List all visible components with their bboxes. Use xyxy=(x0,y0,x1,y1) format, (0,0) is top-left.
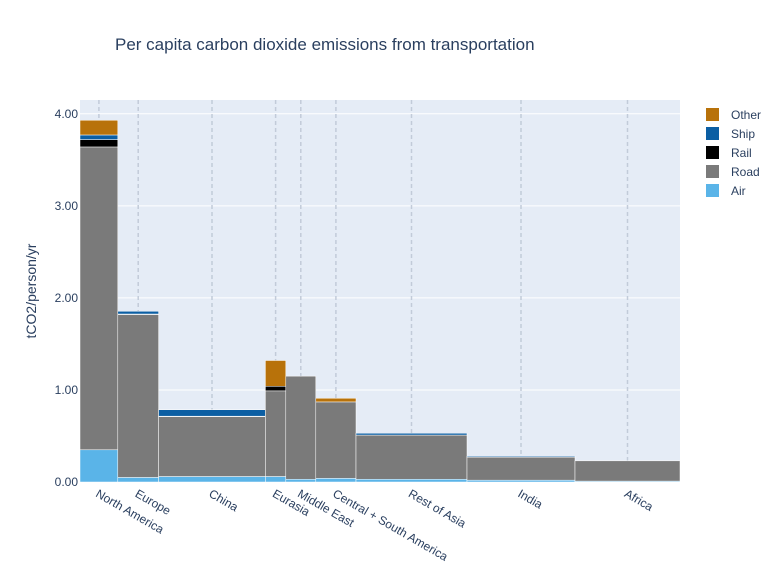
bar-segment xyxy=(158,409,266,417)
legend-label: Rail xyxy=(731,146,752,160)
bar-segment xyxy=(79,146,119,451)
bar-segment xyxy=(315,478,357,483)
legend-swatch xyxy=(706,127,719,140)
bars xyxy=(79,120,681,483)
y-tick-label: 1.00 xyxy=(55,383,79,397)
bar-segment xyxy=(265,476,287,483)
x-tick-label: Africa xyxy=(622,486,656,514)
bar-segment xyxy=(158,416,266,477)
legend-swatch xyxy=(706,184,719,197)
y-gridlines xyxy=(80,113,680,391)
bar-segment xyxy=(315,401,357,479)
bar-segment xyxy=(285,478,317,483)
legend-label: Road xyxy=(731,165,760,179)
y-tick-label: 0.00 xyxy=(55,475,79,489)
y-tick-label: 3.00 xyxy=(55,199,79,213)
bar-segment xyxy=(315,397,357,403)
legend-swatch xyxy=(706,108,719,121)
bar-segment xyxy=(466,456,576,481)
bar-segment xyxy=(574,460,681,482)
bar-segment xyxy=(265,390,287,477)
y-tick-label: 4.00 xyxy=(55,107,79,121)
bar-segment xyxy=(117,477,159,483)
chart-title: Per capita carbon dioxide emissions from… xyxy=(115,35,535,54)
bar-segment xyxy=(158,476,266,483)
legend-swatch xyxy=(706,165,719,178)
bar-segment xyxy=(79,134,119,140)
bar-segment xyxy=(355,432,468,436)
x-tick-label: India xyxy=(516,486,546,511)
bar-segment xyxy=(285,375,317,480)
y-tick-labels: 0.00 1.00 2.00 3.00 4.00 xyxy=(55,107,79,489)
bar-segment xyxy=(265,386,287,392)
bar-segment xyxy=(466,479,576,483)
x-tick-label: China xyxy=(207,486,241,514)
legend-label: Ship xyxy=(731,127,755,141)
bar-segment xyxy=(466,455,576,458)
bar-segment xyxy=(79,120,119,136)
bar-segment xyxy=(117,311,159,315)
bar-segment xyxy=(79,449,119,483)
x-tick-label: Rest of Asia xyxy=(406,486,469,530)
legend-label: Other xyxy=(731,108,761,122)
legend-label: Air xyxy=(731,184,746,198)
y-axis-label: tCO2/person/yr xyxy=(23,243,39,338)
legend: Other Ship Rail Road Air xyxy=(706,108,761,198)
bar-segment xyxy=(355,478,468,483)
bar-segment xyxy=(79,139,119,148)
y-tick-label: 2.00 xyxy=(55,291,79,305)
bar-segment xyxy=(117,314,159,478)
legend-swatch xyxy=(706,146,719,159)
bar-segment xyxy=(355,434,468,480)
bar-segment xyxy=(265,360,287,387)
